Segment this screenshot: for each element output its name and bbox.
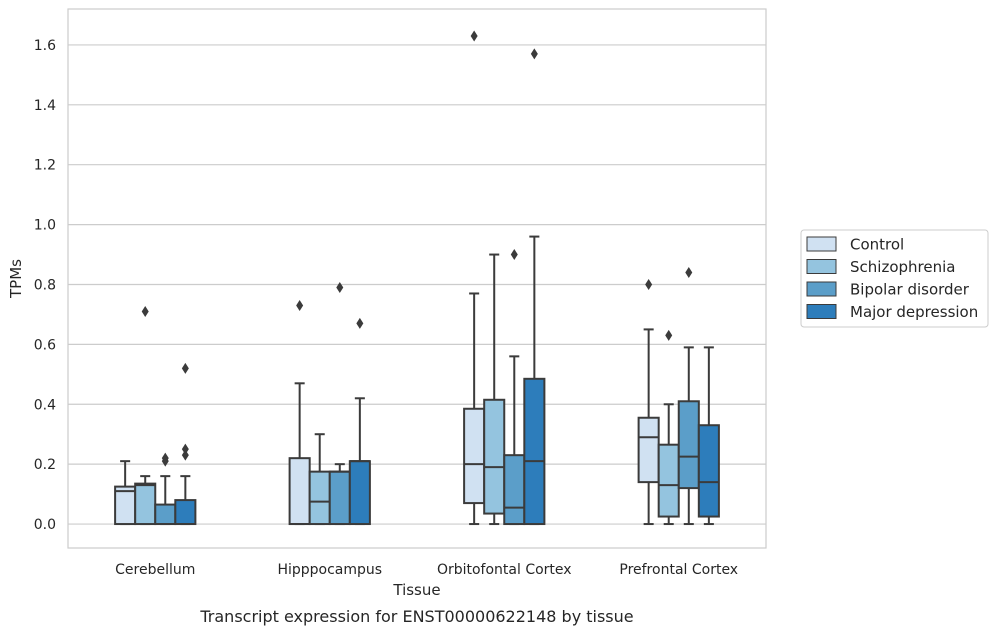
box-body [677, 400, 700, 490]
y-tick-label: 1.4 [34, 98, 56, 114]
legend-frame [800, 229, 989, 328]
outlier-point [645, 278, 653, 290]
outlier-point [181, 449, 189, 461]
outlier-point [470, 30, 478, 42]
legend-swatch [806, 304, 837, 319]
legend-label: Control [850, 236, 904, 254]
outlier-point [141, 305, 149, 317]
box-group-2 [463, 30, 546, 526]
x-tick-label: Hipppocampus [277, 562, 382, 578]
box [463, 30, 486, 526]
box [697, 346, 720, 526]
outlier-point [296, 299, 304, 311]
outlier-point [530, 48, 538, 60]
box [523, 48, 546, 526]
box [174, 362, 197, 526]
box [637, 278, 660, 526]
x-axis-title: Tissue [392, 581, 440, 599]
y-tick-label: 1.2 [34, 158, 56, 174]
legend-label: Schizophrenia [850, 258, 955, 276]
y-tick-labels: 0.0 0.2 0.4 0.6 0.8 1.0 1.2 1.4 1.6 [34, 38, 56, 533]
plot-frame [67, 8, 767, 549]
box-group-0 [114, 305, 197, 526]
outlier-point [161, 452, 169, 464]
box [483, 253, 506, 526]
outlier-point [181, 362, 189, 374]
y-tick-label: 0.2 [34, 457, 56, 473]
box-group-3 [637, 267, 720, 526]
box-body [697, 424, 720, 518]
box-body [483, 398, 506, 515]
box-groups [114, 30, 720, 526]
box-body [503, 454, 526, 526]
box-body [174, 499, 197, 526]
legend-swatch [806, 281, 837, 297]
x-tick-label: Cerebellum [115, 562, 195, 578]
box [288, 299, 311, 526]
legend-label: Major depression [850, 303, 978, 321]
box-body [134, 482, 157, 526]
box-body [288, 457, 311, 526]
outlier-point [665, 329, 673, 341]
x-tick-labels: Cerebellum Hipppocampus Orbitofontal Corte… [115, 562, 738, 578]
box [348, 317, 371, 526]
outlier-point [356, 317, 364, 329]
box-body [463, 407, 486, 505]
y-tick-label: 0.8 [34, 277, 56, 293]
box-body [637, 416, 660, 484]
box-body [348, 460, 371, 526]
y-tick-label: 0.6 [34, 337, 56, 353]
legend-swatch [806, 259, 837, 274]
box-body [114, 485, 137, 526]
y-tick-label: 0.0 [34, 517, 56, 533]
y-axis-title: TPMs [7, 259, 25, 299]
outlier-point [685, 267, 693, 279]
x-tick-label: Prefrontal Cortex [619, 562, 738, 578]
box [308, 433, 331, 526]
box-body [154, 503, 177, 526]
box [328, 281, 351, 526]
box-group-1 [288, 281, 371, 526]
y-tick-label: 1.6 [34, 38, 56, 54]
box [154, 452, 177, 526]
box [134, 305, 157, 526]
legend: Control Schizophrenia Bipolar disorder Majo… [800, 229, 989, 328]
box-body [523, 377, 546, 526]
figure-caption: Transcript expression for ENST0000062214… [199, 607, 633, 626]
box [677, 267, 700, 526]
legend-label: Bipolar disorder [850, 281, 970, 299]
y-tick-label: 0.4 [34, 397, 56, 413]
box-body [657, 443, 680, 518]
box [114, 460, 137, 526]
outlier-point [181, 443, 189, 455]
box-body [308, 470, 331, 526]
legend-swatch [806, 236, 837, 252]
box [657, 329, 680, 526]
outlier-point [336, 281, 344, 293]
gridlines [68, 44, 766, 525]
box-body [328, 470, 351, 526]
y-tick-label: 1.0 [34, 218, 56, 234]
outlier-point [510, 249, 518, 261]
x-tick-label: Orbitofontal Cortex [437, 562, 572, 578]
box [503, 249, 526, 526]
